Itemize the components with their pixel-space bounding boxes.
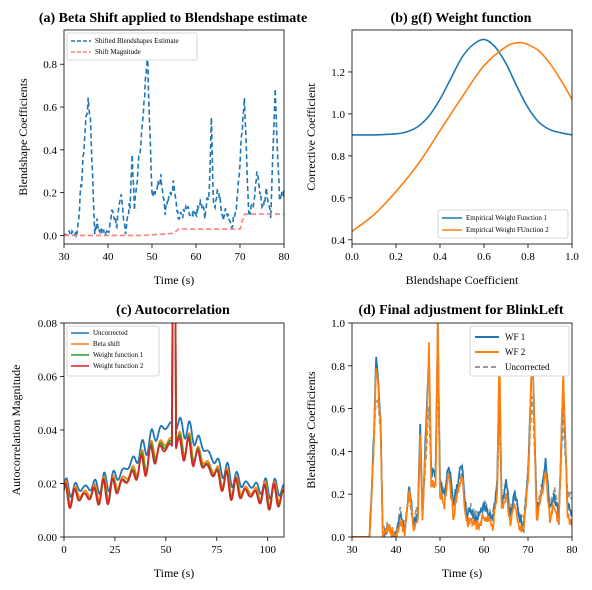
panel-c-xtick-label: 100 [259,544,276,556]
panel-c-ylabel: Autocorrelation Magnitude [9,365,23,496]
panel-b-xtick-label: 0.4 [433,251,447,263]
panel-a-plot-area [64,51,284,238]
panel-a-title: (a) Beta Shift applied to Blendshape est… [39,11,307,26]
panel-d-plot-area [352,323,572,537]
legend-label-wf2: Weight function 2 [93,362,144,370]
panel-c-legend: Uncorrected Beta shift Weight function 1… [66,325,160,377]
panel-a-xtick-label: 80 [279,251,291,263]
panel-d-xlabel: Time (s) [442,566,483,580]
panel-b-xtick-label: 1.0 [565,251,579,263]
panel-a-xtick-label: 30 [59,251,71,263]
panel-d-frame [351,322,573,538]
panel-b-plot-area [352,38,572,233]
panel-d-xtick-label: 60 [479,544,491,556]
panel-b-legend: Empirical Weight Function 1 Empirical We… [437,209,569,239]
panel-d-title: (d) Final adjustment for BlinkLeft [358,303,563,318]
panel-a-ytick-label: 0.6 [43,102,57,114]
legend-label-wf1: Empirical Weight Function 1 [466,214,548,222]
panel-c-ytick-label: 0.02 [38,479,57,491]
panel-b-title: (b) g(f) Weight function [391,11,532,26]
legend-label-d-wf1: WF 1 [505,332,525,342]
panel-c-ytick-label: 0.06 [38,372,58,384]
panel-d-ytick-label: 0.2 [331,489,345,501]
legend-label-shift-magnitude: Shift Magnitude [95,48,141,56]
panel-b-xlabel: Blendshape Coefficient [406,273,519,287]
panel-d-ylabel: Blendshape Coefficients [304,371,318,489]
panel-a-ytick-label: 0.8 [43,59,57,71]
panel-b-frame [351,29,573,245]
panel-a-xtick-label: 40 [103,251,115,263]
panel-b-ticks: 0.0 0.2 0.4 0.6 0.8 1.0 0.4 0.6 0.8 1.0 1.2 [331,67,579,263]
panel-b-ytick-label: 0.4 [331,235,345,247]
panel-c-xtick-label: 25 [109,544,121,556]
panel-c-ytick-label: 0.08 [38,318,58,330]
panel-a-frame [63,29,285,245]
panel-c-ytick-label: 0.04 [38,425,58,437]
legend-label-shifted-estimate: Shifted Blendshapes Estimate [95,37,179,45]
panel-c-xtick-label: 50 [160,544,172,556]
panel-b-ytick-label: 0.6 [331,193,345,205]
panel-d-xtick-label: 80 [567,544,579,556]
panel-a-series-shifted-estimate [64,51,284,238]
panel-a-xtick-label: 70 [235,251,247,263]
panel-d-ytick-label: 1.0 [331,318,345,330]
panel-d-ytick-label: 0.6 [331,404,345,416]
panel-c-ytick-label: 0.00 [38,532,58,544]
panel-c-xtick-label: 0 [61,544,67,556]
panel-b-xtick-label: 0.8 [521,251,535,263]
legend-label-wf2: Empirical Weight FUnction 2 [466,226,549,234]
panel-d-series-wf2 [352,323,572,537]
legend-label-d-uncorrected: Uncorrected [505,362,550,372]
panel-d-ytick-label: 0.4 [331,446,345,458]
panel-d-ticks: 30 40 50 60 70 80 0.0 0.2 0.4 0.6 0.8 1.0 [331,318,578,556]
panel-d-ytick-label: 0.8 [331,361,345,373]
panel-a-legend: Shifted Blendshapes Estimate Shift Magni… [66,32,198,61]
panel-d-legend: WF 1 WF 2 Uncorrected [469,325,570,377]
panel-c-title: (c) Autocorrelation [116,303,230,318]
panel-c-series-wf2 [64,323,284,511]
panel-b-xtick-label: 0.0 [345,251,359,263]
panel-b-ylabel: Corrective Coefficient [304,83,318,191]
legend-label-wf1: Weight function 1 [93,351,144,359]
legend-label-beta-shift: Beta shift [93,340,120,348]
panel-b: (b) g(f) Weight function Blendshape Coef… [304,11,573,287]
panel-d-xtick-label: 30 [347,544,359,556]
panel-b-xtick-label: 0.2 [389,251,403,263]
panel-b-ytick-label: 1.0 [331,109,345,121]
panel-a-xtick-label: 60 [191,251,203,263]
panel-a-ytick-label: 0.2 [43,188,57,200]
panel-d-ytick-label: 0.0 [331,532,345,544]
panel-d: (d) Final adjustment for BlinkLeft Time … [304,303,573,580]
panel-c-xlabel: Time (s) [154,566,195,580]
panel-d-xtick-label: 40 [391,544,403,556]
panel-b-ytick-label: 0.8 [331,151,345,163]
panel-b-series-wf1 [352,38,572,136]
panel-a-series-shift-magnitude [64,213,284,237]
panel-b-ytick-label: 1.2 [331,67,345,79]
panel-d-xtick-label: 70 [523,544,535,556]
panel-c-xtick-label: 75 [211,544,223,556]
panel-a-xlabel: Time (s) [154,273,195,287]
panel-c-ticks: 0 25 50 75 100 0.00 0.02 0.04 0.06 0.08 [38,318,277,556]
panel-a-xtick-label: 50 [147,251,159,263]
legend-label-d-wf2: WF 2 [505,347,525,357]
panel-c-plot-area [64,323,284,511]
panel-a: (a) Beta Shift applied to Blendshape est… [16,11,307,287]
panel-a-ytick-label: 0.0 [43,230,57,242]
panel-a-ticks: 30 40 50 60 70 80 0.0 0.2 0.4 0.6 0.8 [43,59,290,263]
panel-d-xtick-label: 50 [435,544,447,556]
panel-c: (c) Autocorrelation Time (s) Autocorrela… [9,303,285,580]
panel-a-ylabel: Blendshape Coefficients [16,78,30,196]
legend-label-uncorrected: Uncorrected [93,329,128,337]
panel-b-series-wf2 [352,41,572,233]
panel-b-xtick-label: 0.6 [477,251,491,263]
panel-a-ytick-label: 0.4 [43,145,57,157]
